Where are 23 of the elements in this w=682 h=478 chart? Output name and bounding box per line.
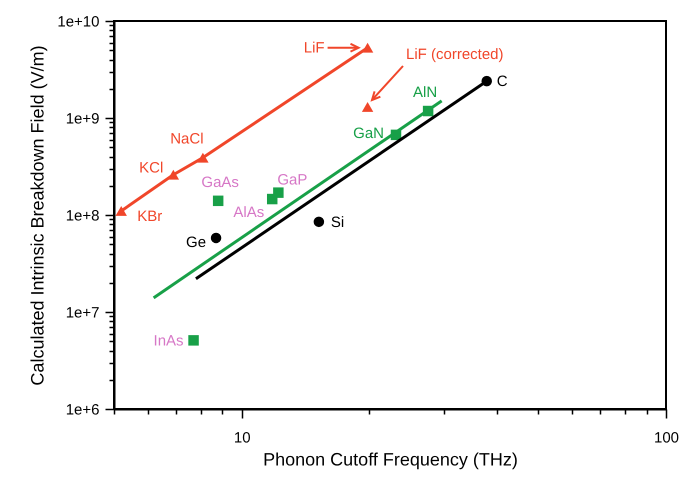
- x-axis-title: Phonon Cutoff Frequency (THz): [263, 450, 518, 470]
- annotation: GaN: [353, 124, 384, 142]
- y-tick-label: 1e+7: [66, 304, 100, 322]
- annotation: GaP: [277, 172, 308, 189]
- x-tick-label: 10: [234, 430, 251, 446]
- annotation: KBr: [137, 208, 162, 225]
- annotation: InAs: [154, 332, 184, 350]
- annotation: AlN: [413, 84, 438, 102]
- annotation: GaAs: [201, 174, 239, 191]
- y-tick-label: 1e+6: [66, 402, 100, 418]
- annotation: KCl: [139, 160, 164, 177]
- annotation: C: [496, 73, 508, 90]
- y-tick-label: 1e+10: [57, 14, 100, 30]
- annotation: Ge: [186, 234, 206, 251]
- y-tick-label: 1e+8: [66, 208, 100, 224]
- annotation: Si: [330, 214, 344, 231]
- annotation: LiF: [304, 40, 325, 57]
- annotation: LiF (corrected): [406, 46, 504, 63]
- annotation: NaCl: [170, 130, 204, 148]
- y-axis-title: Calculated Intrinsic Breakdown Field (V/m): [27, 45, 48, 386]
- annotation: AlAs: [233, 204, 264, 222]
- y-tick-label: 1e+9: [66, 110, 100, 128]
- x-tick-label: 100: [654, 430, 680, 446]
